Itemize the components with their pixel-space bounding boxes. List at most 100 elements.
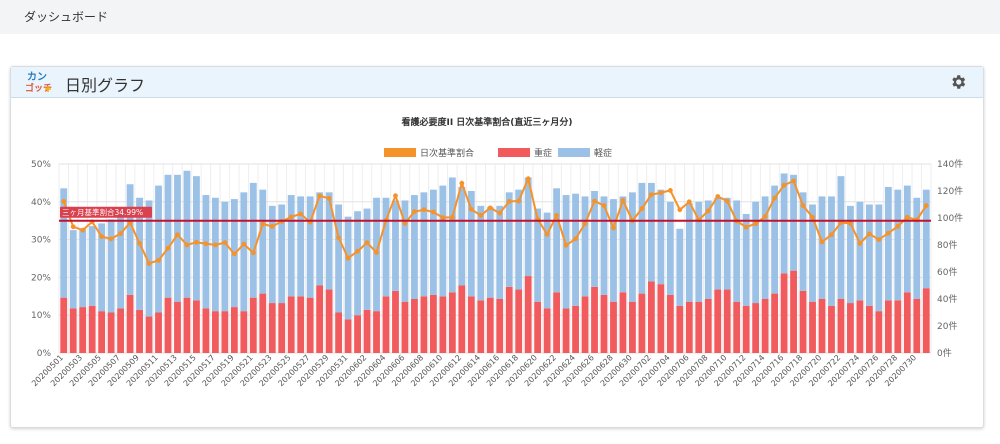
bar-mild [828, 196, 835, 306]
bar-severe [534, 301, 542, 353]
bar-severe [429, 294, 437, 353]
bar-severe [505, 286, 513, 353]
bar-severe [543, 308, 551, 353]
bar-severe [335, 312, 343, 353]
bar-severe [107, 312, 115, 353]
bar-mild [505, 192, 513, 287]
bar-mild [240, 192, 248, 312]
bar-mild [221, 201, 229, 312]
bar-mild [392, 200, 399, 291]
bar-mild [126, 184, 134, 295]
threshold-label: 三ヶ月基準割合34.99% [62, 207, 143, 217]
bar-mild [211, 197, 219, 312]
bar-severe [790, 270, 797, 353]
bar-mild [467, 191, 475, 297]
bar-mild [903, 185, 911, 293]
gear-icon[interactable] [949, 73, 967, 91]
ratio-point [658, 190, 664, 196]
ratio-point [487, 205, 493, 211]
bar-severe [524, 276, 532, 353]
bar-severe [638, 293, 646, 353]
bar-severe [79, 307, 87, 353]
bar-mild [865, 204, 873, 306]
bar-severe [354, 315, 361, 353]
bar-severe [69, 308, 77, 353]
bar-severe [439, 296, 447, 353]
bar-severe [676, 305, 684, 353]
ratio-point [724, 198, 730, 204]
bar-severe [761, 299, 769, 353]
bar-severe [136, 309, 143, 353]
right-tick-label: 20件 [937, 320, 957, 332]
ratio-point [231, 251, 237, 257]
bar-mild [411, 195, 418, 299]
bar-severe [448, 292, 456, 353]
bar-mild [562, 195, 570, 309]
ratio-point [677, 207, 683, 213]
bar-mild [439, 185, 447, 297]
bar-severe [411, 299, 418, 353]
bar-mild [581, 196, 589, 297]
ratio-point [895, 223, 901, 229]
ratio-point [667, 188, 673, 193]
bar-mild [344, 216, 352, 320]
bar-severe [581, 296, 589, 353]
legend-swatch [558, 148, 590, 157]
ratio-point [146, 261, 152, 266]
bar-mild [458, 186, 466, 286]
ratio-point [345, 255, 351, 261]
ratio-point [412, 209, 417, 215]
daily-graph-card: カン ゴッチ 日別グラフ 看護必要度II 日次基準割合(直近三ヶ月分) 日次基準… [10, 66, 984, 428]
bar-severe [268, 303, 276, 353]
ratio-point [525, 176, 531, 182]
bar-mild [714, 197, 722, 290]
bar-mild [809, 204, 816, 302]
ratio-point [468, 206, 474, 212]
ratio-point [194, 239, 199, 245]
bar-mild [913, 197, 921, 299]
bar-mild [306, 196, 314, 298]
bar-severe [117, 308, 125, 353]
bar-severe [847, 303, 854, 353]
bar-severe [278, 303, 286, 353]
ratio-point [184, 242, 190, 248]
bar-mild [335, 204, 343, 313]
bar-mild [363, 208, 371, 310]
bar-severe [164, 297, 172, 353]
bar-severe [884, 300, 892, 353]
ratio-point [866, 231, 872, 237]
ratio-point [250, 250, 256, 256]
bar-mild [107, 219, 115, 313]
bar-mild [695, 201, 703, 302]
ratio-point [611, 225, 616, 231]
bar-severe [591, 286, 598, 353]
card-title: 日別グラフ [65, 76, 146, 95]
bar-severe [496, 299, 504, 353]
ratio-point [582, 221, 588, 227]
bar-severe [704, 299, 712, 353]
bar-severe [60, 297, 68, 353]
bar-severe [666, 294, 674, 353]
bar-severe [126, 294, 134, 353]
ratio-point [876, 237, 882, 243]
bar-mild [761, 196, 769, 299]
ratio-point [165, 245, 171, 251]
ratio-line [61, 175, 929, 266]
ratio-point [108, 236, 114, 242]
bar-mild [752, 201, 760, 304]
bar-mild [856, 201, 864, 301]
bar-severe [647, 281, 655, 353]
bar-mild [600, 196, 608, 295]
ratio-point [99, 234, 105, 239]
bar-mild [553, 188, 561, 293]
breadcrumb: ダッシュボード [24, 10, 109, 24]
ratio-point [402, 220, 408, 226]
bar-severe [306, 297, 314, 353]
ratio-point [317, 193, 323, 199]
ratio-point [175, 232, 180, 238]
bar-mild [666, 201, 674, 295]
ratio-point [449, 214, 455, 220]
bar-mild [771, 185, 779, 294]
bar-mild [837, 176, 845, 299]
ratio-point [743, 224, 749, 230]
